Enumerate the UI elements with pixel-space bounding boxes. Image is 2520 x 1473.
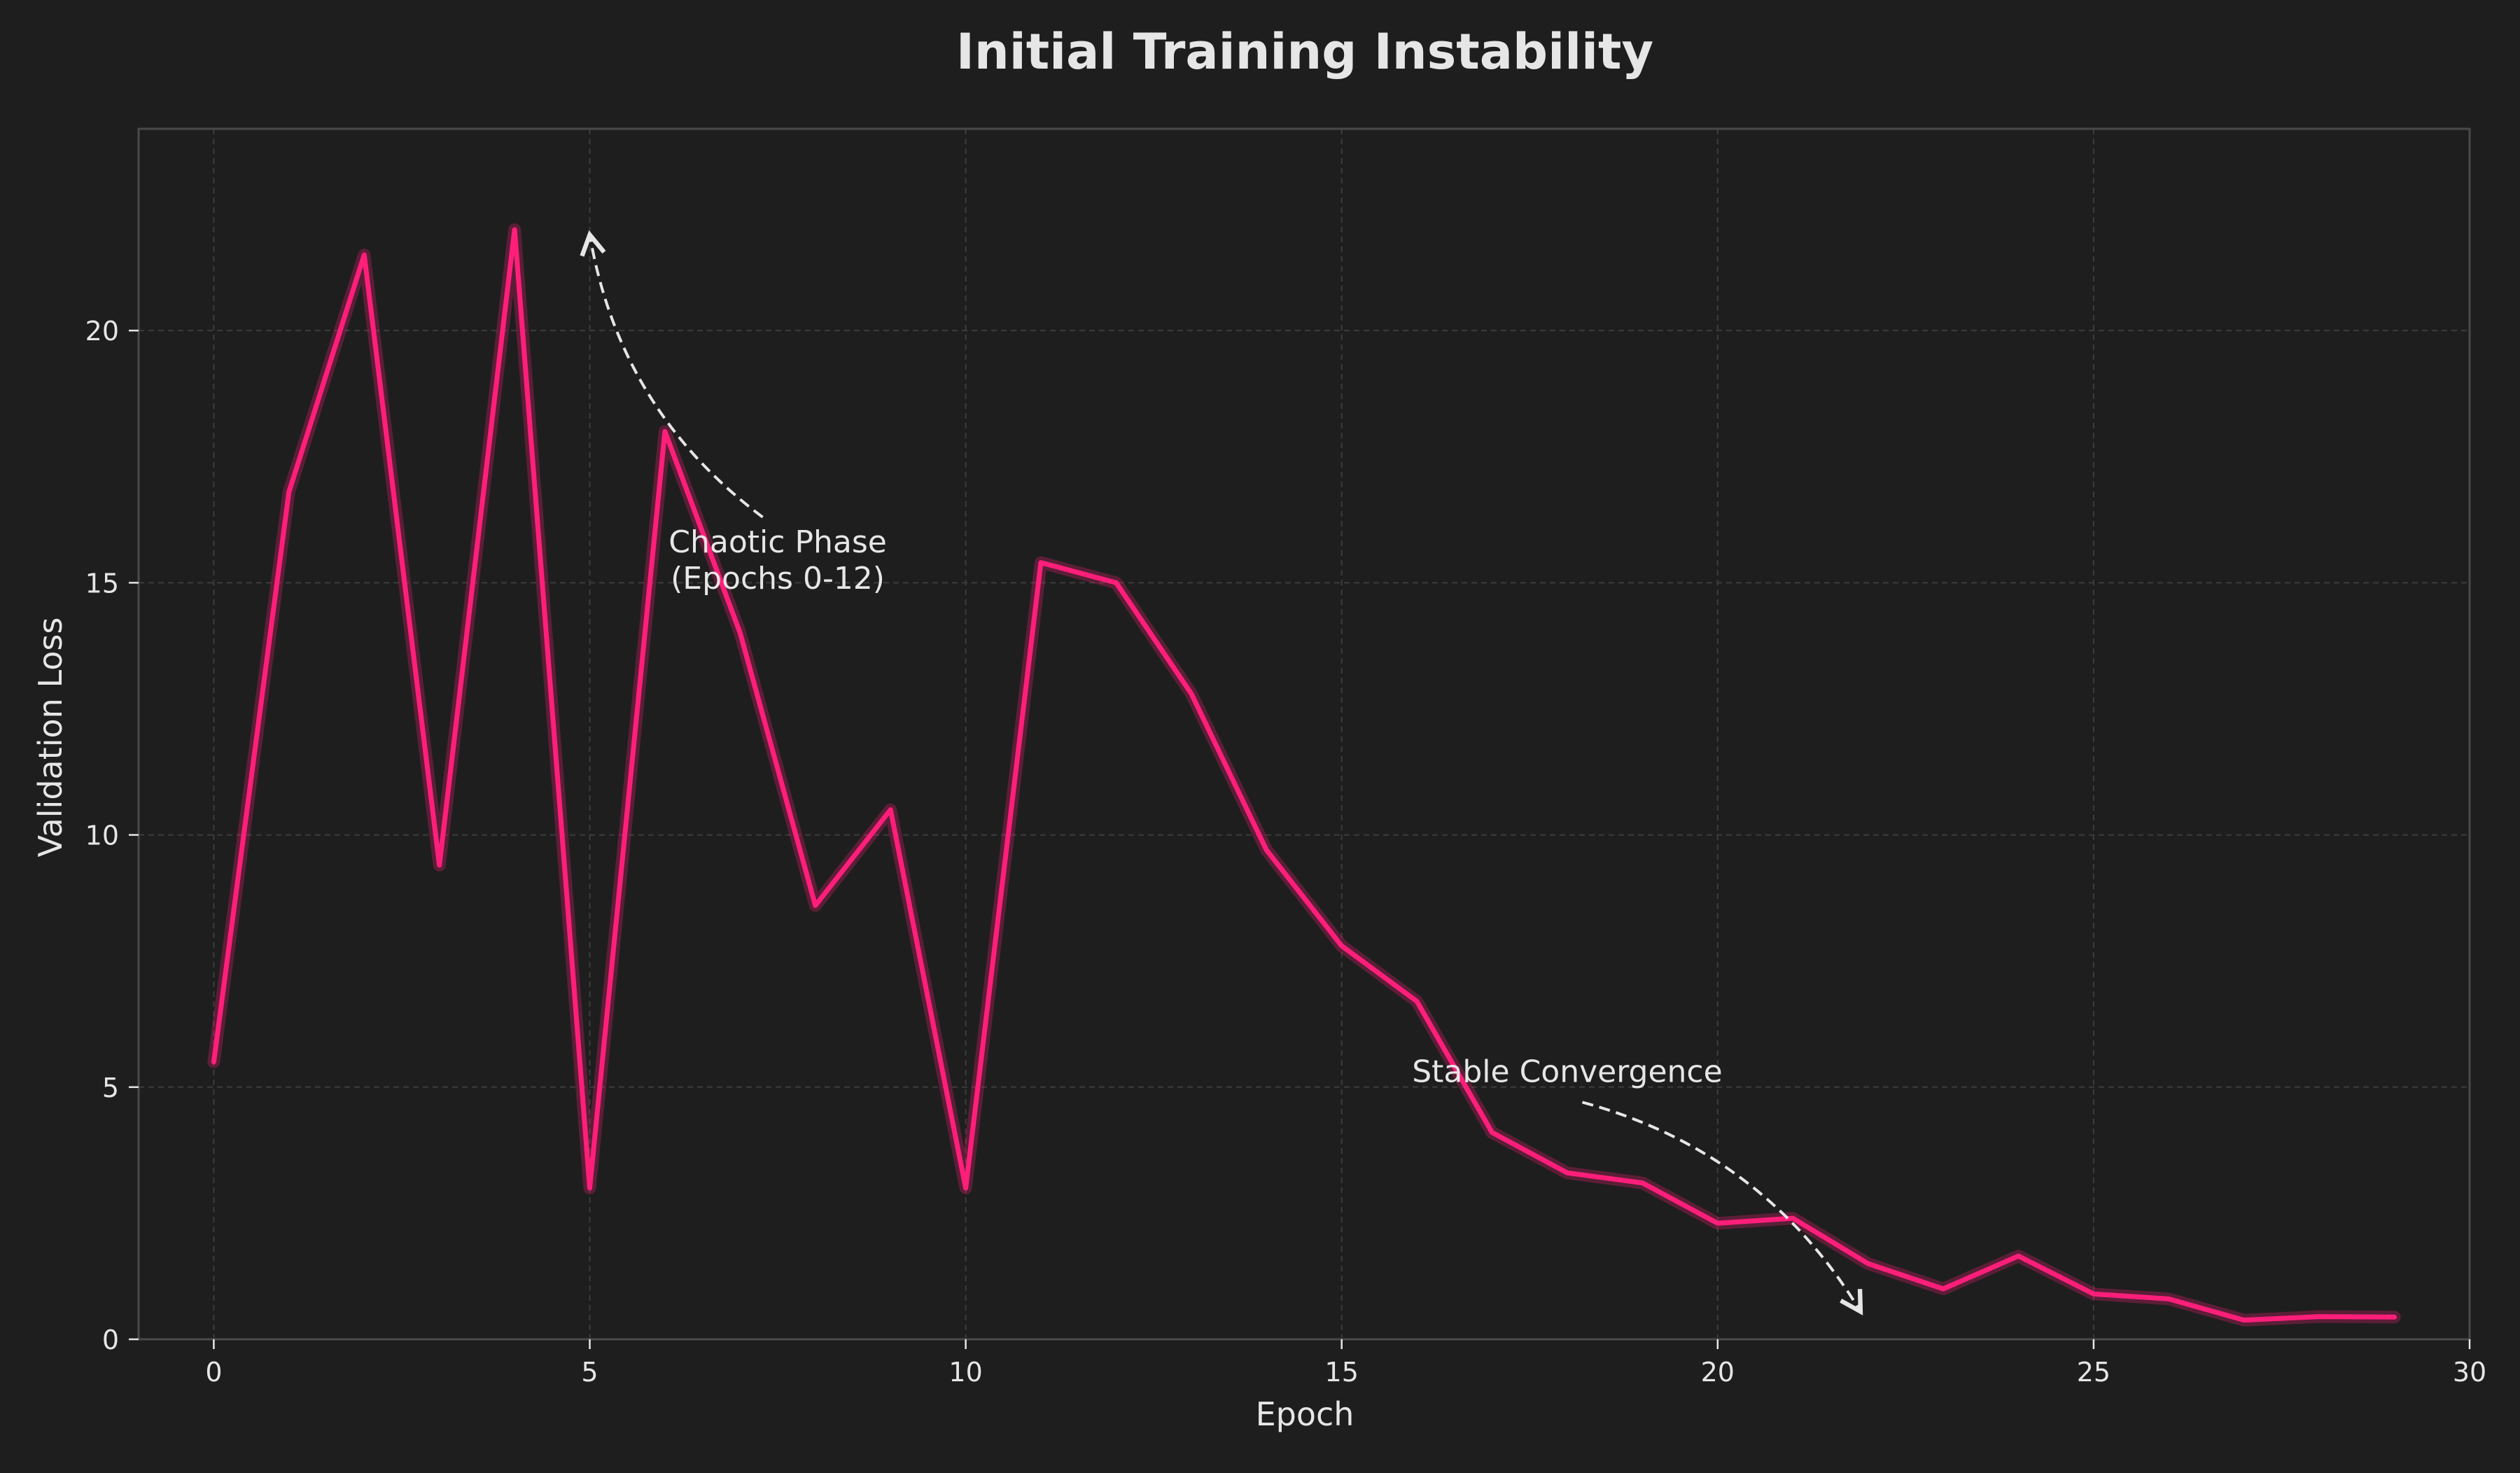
data-series [207,223,2401,1327]
annotation-text: Stable Convergence [1412,1054,1722,1090]
y-tick-label: 20 [85,316,119,347]
x-tick-label: 0 [205,1357,222,1388]
plot-border [137,127,2471,1341]
annotation-arrow [1581,1101,1863,1315]
x-tick-label: 30 [2453,1357,2486,1388]
chart-title: Initial Training Instability [956,23,1653,81]
x-tick-label: 5 [581,1357,598,1388]
x-axis-label: Epoch [1256,1395,1354,1433]
y-tick-label: 10 [85,821,119,851]
plot-frame [137,127,2471,1341]
series-line [211,227,2398,1323]
axis-ticks: 0 5 10 15 20 25 30 0 5 10 15 20 [85,316,2487,1388]
y-axis-label: Validation Loss [31,617,69,858]
annotations: Chaotic Phase(Epochs 0-12) Stable Converg… [580,230,1863,1315]
x-tick-label: 10 [948,1357,982,1388]
x-tick-label: 20 [1701,1357,1735,1388]
y-tick-label: 15 [85,568,119,599]
x-tick-label: 25 [2077,1357,2110,1388]
x-tick-label: 15 [1325,1357,1359,1388]
y-tick-label: 5 [102,1073,119,1103]
annotation-text: Chaotic Phase [668,524,887,560]
y-tick-label: 0 [102,1325,119,1355]
annotation-text: (Epochs 0-12) [671,561,885,596]
